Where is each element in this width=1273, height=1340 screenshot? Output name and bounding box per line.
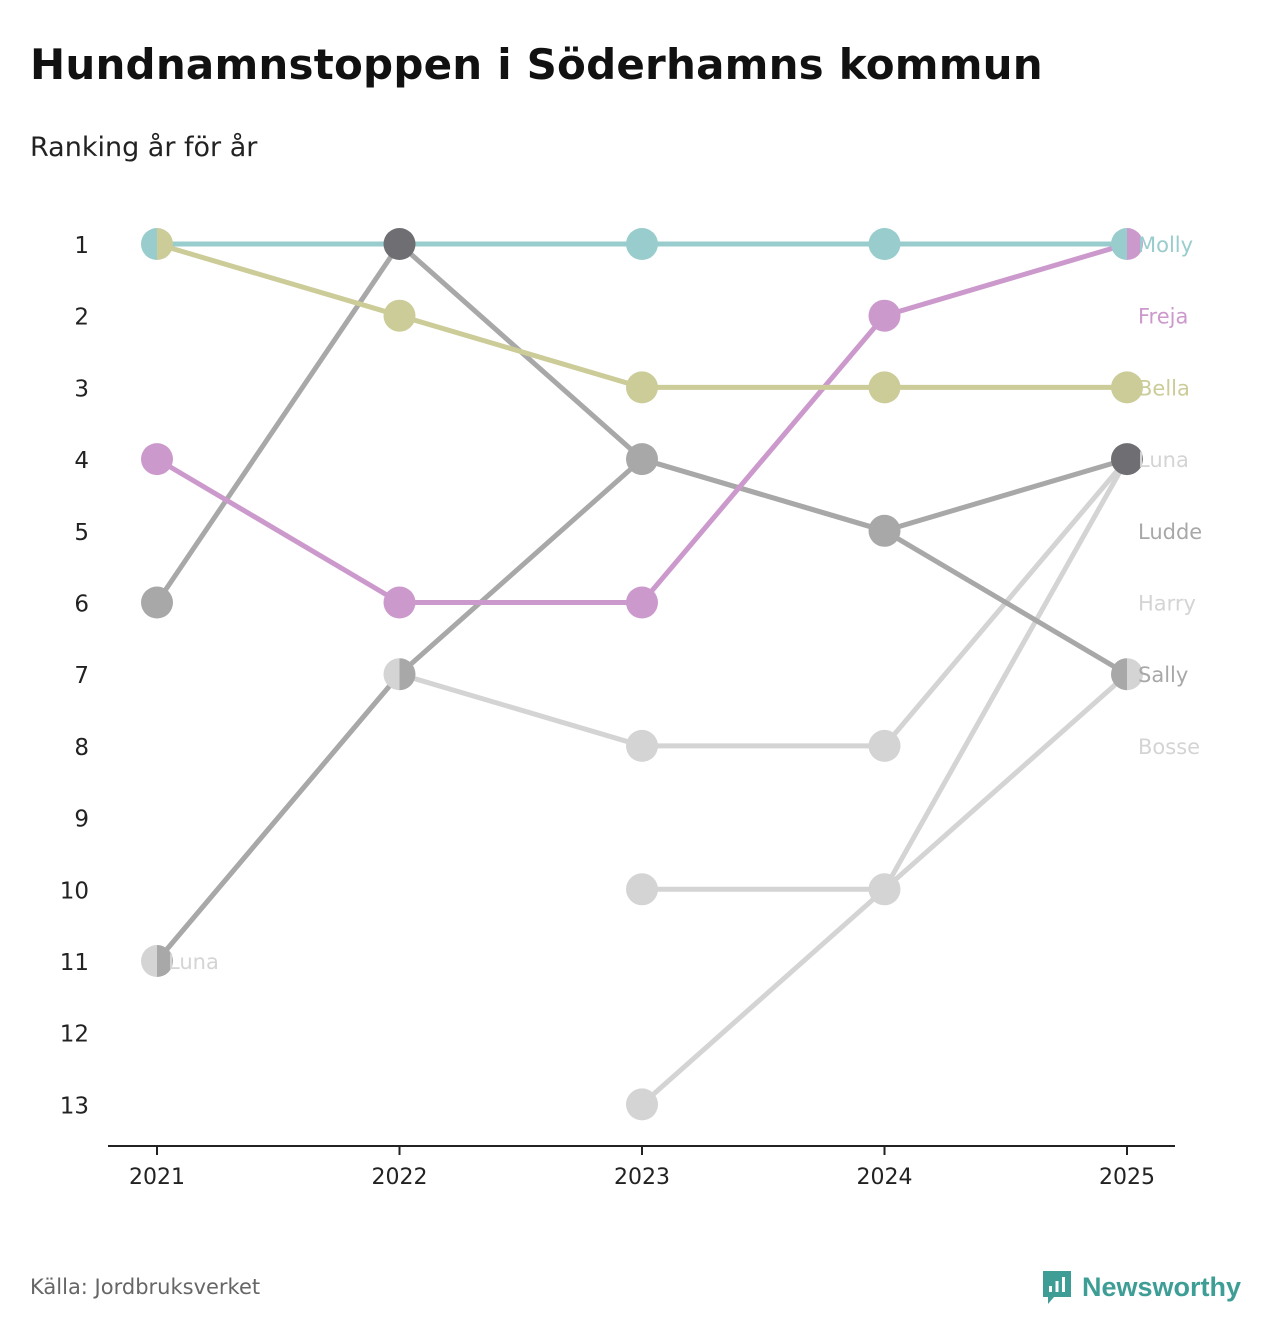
point-luna-sally-bosse-2025 — [1111, 443, 1143, 476]
end-label-freja: Freja — [1138, 305, 1188, 329]
y-tick-4: 4 — [74, 448, 89, 474]
y-tick-8: 8 — [74, 735, 89, 761]
end-label-bosse: Bosse — [1138, 735, 1200, 759]
point-luna-sally-2022-right — [399, 658, 416, 691]
x-tick-2025: 2025 — [1099, 1165, 1155, 1190]
y-tick-10: 10 — [60, 878, 89, 904]
point-ludde-2021 — [141, 586, 173, 619]
start-label-luna: Luna — [168, 950, 219, 974]
point-bella-2022 — [383, 299, 416, 332]
y-tick-3: 3 — [74, 376, 89, 402]
end-label-ludde: Ludde — [1138, 520, 1202, 544]
point-luna-sally-2021-right — [157, 945, 173, 977]
y-tick-13: 13 — [60, 1093, 89, 1119]
point-freja-2022 — [383, 586, 416, 619]
x-tick-2023: 2023 — [614, 1165, 670, 1190]
x-tick-2024: 2024 — [857, 1165, 913, 1190]
point-bella-2025 — [1111, 371, 1143, 404]
newsworthy-logo-icon — [1042, 1271, 1071, 1304]
point-bella-2024 — [868, 371, 901, 404]
point-ludde-harry-2025-right — [1127, 658, 1143, 691]
chart-title: Hundnamnstoppen i Söderhamns kommun — [30, 40, 1043, 89]
chart-subtitle: Ranking år för år — [30, 132, 258, 163]
point-molly-freja-2025-right — [1127, 228, 1143, 260]
y-tick-1: 1 — [74, 233, 89, 259]
series-line-bella — [154, 241, 1130, 390]
point-molly-freja-2025-left — [1111, 228, 1127, 260]
end-label-harry: Harry — [1138, 592, 1196, 616]
point-bosse-2023 — [626, 873, 658, 906]
y-tick-5: 5 — [74, 520, 89, 546]
point-molly-bella-2021-left — [141, 228, 157, 260]
point-luna-2024 — [868, 729, 901, 762]
point-luna-sally-2022-left — [383, 658, 400, 691]
point-ludde-harry-2025-left — [1111, 658, 1127, 691]
point-freja-2021 — [141, 443, 173, 476]
point-ludde-sally-2023 — [626, 443, 658, 476]
y-tick-9: 9 — [74, 807, 89, 833]
point-molly-2023 — [626, 228, 658, 260]
end-label-luna: Luna — [1138, 448, 1189, 472]
point-bella-2023 — [626, 371, 658, 404]
point-luna-2023 — [626, 729, 658, 762]
series-line-freja — [154, 241, 1130, 605]
end-label-sally: Sally — [1138, 663, 1188, 687]
point-molly-bella-2021-right — [157, 228, 173, 260]
point-freja-2024 — [868, 299, 901, 332]
point-luna-sally-2021-left — [141, 945, 157, 977]
y-tick-2: 2 — [74, 305, 89, 331]
point-molly-ludde-2022 — [383, 228, 416, 260]
y-tick-11: 11 — [60, 950, 89, 976]
point-harry-bosse-2024 — [868, 873, 901, 906]
brand-name: Newsworthy — [1081, 1271, 1241, 1302]
end-label-bella: Bella — [1138, 376, 1190, 400]
point-ludde-sally-2024 — [868, 514, 901, 547]
y-tick-6: 6 — [74, 592, 89, 618]
x-tick-2021: 2021 — [129, 1165, 185, 1190]
x-tick-2022: 2022 — [372, 1165, 428, 1190]
source-note: Källa: Jordbruksverket — [30, 1275, 261, 1299]
end-label-molly: Molly — [1138, 233, 1193, 257]
y-tick-12: 12 — [60, 1022, 89, 1048]
point-harry-2023 — [626, 1088, 658, 1121]
y-tick-7: 7 — [74, 663, 89, 689]
brand-logo[interactable]: Newsworthy — [1040, 1268, 1241, 1306]
point-freja-2023 — [626, 586, 658, 619]
point-molly-2024 — [868, 228, 901, 260]
